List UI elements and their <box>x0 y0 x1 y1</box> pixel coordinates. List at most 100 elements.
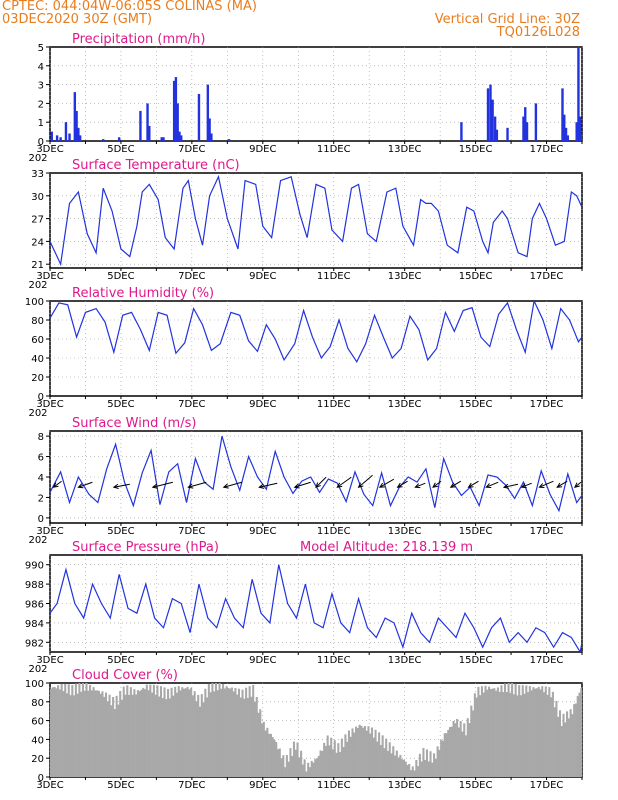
cloud-bar <box>347 730 350 777</box>
cloud-bar <box>89 684 92 777</box>
cloud-bar <box>369 733 372 777</box>
cloud-bar <box>232 691 235 777</box>
cloud-bar <box>466 718 469 777</box>
precip-bar <box>489 84 492 141</box>
panel-6: 0 20 40 60 80 100 3DEC 5DEC 7DEC 9DEC 11DEC 13DEC 15… <box>25 668 583 791</box>
cloud-bar <box>236 694 239 777</box>
cloud-bar <box>142 687 145 777</box>
cloud-bar <box>578 692 581 777</box>
cloud-bar <box>261 723 264 777</box>
cloud-bar <box>473 693 476 777</box>
cloud-bar <box>152 684 155 777</box>
cloud-bar <box>285 755 288 777</box>
panel-title: Relative Humidity (%) <box>72 286 214 301</box>
cloud-bar <box>463 723 466 777</box>
cloud-bar <box>83 690 86 777</box>
cloud-bar <box>211 683 214 777</box>
cloud-bar <box>292 741 296 777</box>
wind-vector <box>556 480 568 488</box>
x-tick-label: 15DEC <box>459 780 493 791</box>
cloud-bar <box>222 683 225 777</box>
x-tick-label: 15DEC <box>459 526 493 537</box>
precip-bar <box>146 103 149 141</box>
x-tick-label: 11DEC <box>317 780 351 791</box>
wind-vector <box>379 478 395 488</box>
cloud-bar <box>115 695 118 777</box>
cloud-bar <box>65 693 69 777</box>
x-tick-label: 9DEC <box>249 655 276 666</box>
cloud-bar <box>340 738 343 777</box>
y-tick-label: 4 <box>38 473 44 484</box>
cloud-bar <box>149 684 152 777</box>
cloud-bar <box>312 762 315 777</box>
wind-vector <box>450 480 462 488</box>
cloud-bar <box>489 688 492 777</box>
precip-bar <box>178 131 181 141</box>
cloud-bar <box>539 689 542 777</box>
cloud-bar <box>484 685 487 777</box>
cloud-bar <box>78 683 81 777</box>
x-tick-label: 11DEC <box>317 655 351 666</box>
y-tick-label: 80 <box>31 698 44 709</box>
x-tick-label: 9DEC <box>249 271 276 282</box>
precip-bar <box>563 114 566 141</box>
precip-bar <box>197 94 201 141</box>
cloud-bar <box>69 695 72 777</box>
cloud-bar <box>413 770 416 777</box>
series-line <box>50 435 582 513</box>
x-tick-label: 7DEC <box>178 399 205 410</box>
cloud-bar <box>493 688 496 777</box>
cloud-bar <box>339 752 342 777</box>
cloud-bar <box>298 757 301 777</box>
panel-2: 21 24 27 30 33 3DEC 5DEC 7DEC 9DEC 11DEC 13DEC 15DE… <box>28 158 583 291</box>
cloud-bar <box>266 727 269 777</box>
cloud-bar <box>193 691 196 777</box>
cloud-bar <box>271 737 274 777</box>
cloud-bar <box>509 692 512 777</box>
panel-frame <box>49 172 583 269</box>
cloud-bar <box>324 745 327 777</box>
x-tick-label: 17DEC <box>530 526 564 537</box>
y-tick-label: 21 <box>31 260 44 271</box>
cloud-bar <box>190 687 193 777</box>
cloud-bar <box>406 764 409 777</box>
cloud-bar <box>113 709 116 777</box>
cloud-bar <box>401 759 404 777</box>
cloud-bar <box>243 698 246 777</box>
cloud-bar <box>365 730 368 777</box>
cloud-bar <box>477 686 480 777</box>
cloud-bar <box>168 698 171 777</box>
cloud-bar <box>530 690 533 777</box>
precip-bar <box>579 116 582 141</box>
precip-bar <box>59 137 62 141</box>
x-tick-label: 3DEC <box>36 526 63 537</box>
cloud-bar <box>496 687 499 777</box>
y-tick-label: 4 <box>38 62 44 73</box>
cloud-bar <box>475 697 478 777</box>
x-tick-label: 5DEC <box>107 655 134 666</box>
x-tick-label: 11DEC <box>317 526 351 537</box>
cloud-bar <box>370 727 374 777</box>
y-tick-label: 1 <box>38 118 44 129</box>
cloud-bar <box>425 749 429 777</box>
y-tick-label: 2 <box>38 99 44 110</box>
wind-vector <box>574 481 582 488</box>
cloud-bar <box>314 759 317 777</box>
wind-vector <box>78 481 93 488</box>
precip-bar <box>75 110 78 141</box>
precip-bar <box>525 122 529 141</box>
panel-title: Precipitation (mm/h) <box>72 32 205 47</box>
cloud-bar <box>223 688 226 777</box>
cloud-bar <box>133 689 136 777</box>
y-tick-label: 988 <box>25 580 44 591</box>
cloud-bar <box>230 687 233 777</box>
cloud-bar <box>300 750 303 777</box>
cloud-bar <box>291 755 294 777</box>
y-tick-label: 40 <box>31 354 44 365</box>
precip-bar <box>50 131 53 141</box>
cloud-bar <box>214 683 217 777</box>
cloud-bar <box>488 686 491 777</box>
x-tick-label: 5DEC <box>107 271 134 282</box>
x-year-label: 202 <box>28 535 47 546</box>
cloud-bar <box>457 727 460 777</box>
